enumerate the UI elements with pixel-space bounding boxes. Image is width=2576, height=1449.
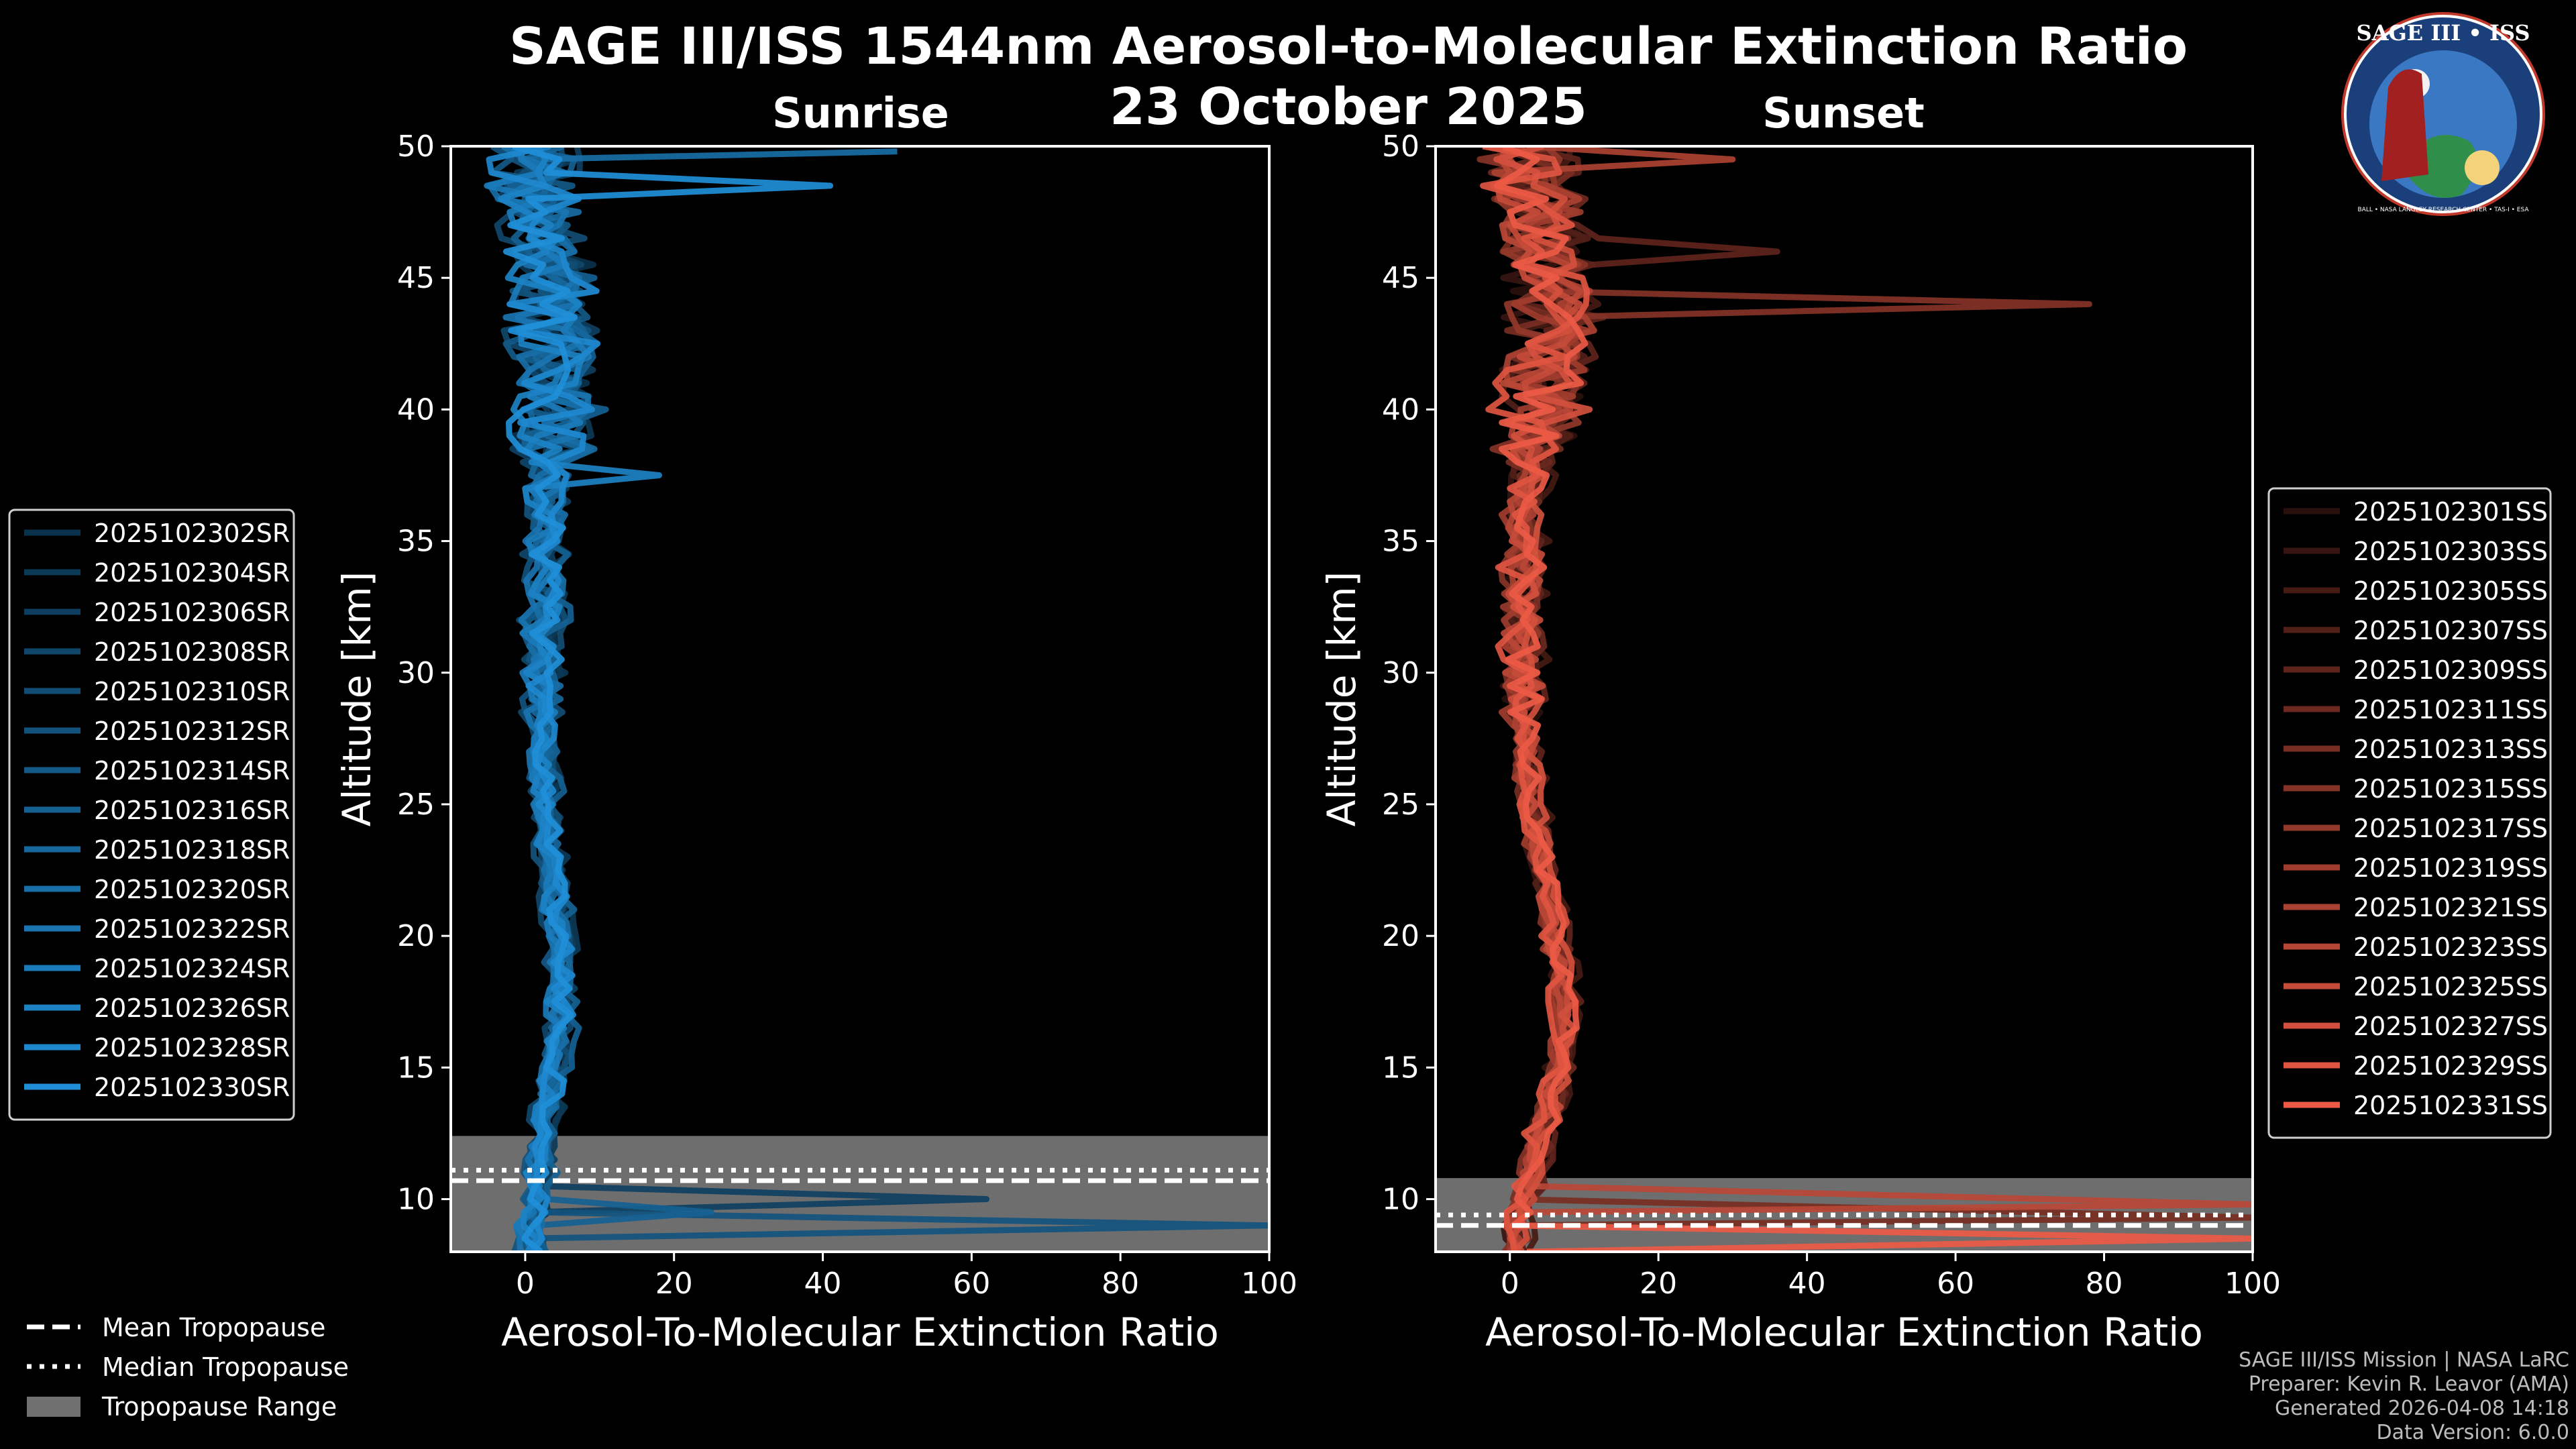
- sunrise-x-axis-label: Aerosol-To-Molecular Extinction Ratio: [501, 1309, 1219, 1355]
- legend-label-2025102306SR: 2025102306SR: [94, 598, 290, 627]
- legend-label-2025102327SS: 2025102327SS: [2353, 1012, 2548, 1041]
- sunset-ytick-label: 20: [1382, 919, 1419, 953]
- legend-label-2025102309SS: 2025102309SS: [2353, 655, 2548, 685]
- sunset-ytick-label: 35: [1382, 525, 1419, 559]
- legend-label-2025102310SR: 2025102310SR: [94, 677, 290, 706]
- sunrise-ytick-label: 15: [397, 1051, 435, 1085]
- legend-label-2025102329SS: 2025102329SS: [2353, 1051, 2548, 1081]
- legend-label-2025102314SR: 2025102314SR: [94, 756, 290, 786]
- legend-label-2025102331SS: 2025102331SS: [2353, 1091, 2548, 1120]
- sunset-legend-box: [2267, 487, 2552, 1139]
- sunset-plot-frame: [1434, 145, 2254, 1253]
- sunrise-plot-frame: [449, 145, 1271, 1253]
- legend-label-2025102316SR: 2025102316SR: [94, 796, 290, 825]
- sunset-panel: 0 20 40 60 80 100 10 15 20 25 30 35 40 45 50 Aerosol-To…: [1319, 129, 2281, 1355]
- sunset-ytick-label: 10: [1382, 1183, 1419, 1217]
- sunrise-xtick-label: 0: [516, 1267, 535, 1301]
- sage-mission-badge: SAGE III • ISS BALL • NASA LANGLEY RESEA…: [2341, 12, 2545, 216]
- sunrise-ytick-label: 20: [397, 919, 435, 953]
- sunset-legend: 2025102301SS 2025102303SS 2025102305SS 2025…: [2267, 487, 2552, 1139]
- sunrise-ytick-label: 35: [397, 525, 435, 559]
- legend-label-2025102324SR: 2025102324SR: [94, 954, 290, 983]
- legend-label-2025102303SS: 2025102303SS: [2353, 537, 2548, 566]
- profile-2025102312SR: [490, 146, 1269, 1252]
- sunset-ytick-label: 50: [1382, 129, 1419, 164]
- sunrise-y-axis-label: Altitude [km]: [334, 572, 380, 826]
- credit-line-3: Generated 2026-04-08 14:18: [2275, 1397, 2569, 1420]
- main-title: SAGE III/ISS 1544nm Aerosol-to-Molecular…: [509, 16, 2188, 76]
- legend-label-2025102308SR: 2025102308SR: [94, 637, 290, 667]
- legend-label-2025102307SS: 2025102307SS: [2353, 616, 2548, 645]
- badge-title: SAGE III • ISS: [2357, 20, 2530, 46]
- legend-label-2025102323SS: 2025102323SS: [2353, 932, 2548, 962]
- legend-label-2025102326SR: 2025102326SR: [94, 994, 290, 1023]
- legend-label-2025102320SR: 2025102320SR: [94, 875, 290, 904]
- legend-label-2025102325SS: 2025102325SS: [2353, 972, 2548, 1002]
- legend-label-2025102330SR: 2025102330SR: [94, 1073, 290, 1102]
- tropopause-range-swatch: [27, 1397, 80, 1417]
- tropopause-range-label: Tropopause Range: [101, 1392, 337, 1421]
- sunset-xtick-label: 0: [1501, 1267, 1519, 1301]
- sunset-y-axis-label: Altitude [km]: [1319, 572, 1364, 826]
- credit-line-2: Preparer: Kevin R. Leavor (AMA): [2249, 1373, 2569, 1396]
- sunset-xtick-label: 80: [2086, 1267, 2123, 1301]
- badge-ring-text: BALL • NASA LANGLEY RESEARCH CENTER • TA…: [2357, 207, 2529, 213]
- main-subtitle-date: 23 October 2025: [1110, 76, 1587, 136]
- legend-label-2025102321SS: 2025102321SS: [2353, 893, 2548, 922]
- legend-label-2025102302SR: 2025102302SR: [94, 519, 290, 548]
- sunrise-ytick-label: 10: [397, 1183, 435, 1217]
- sunset-ytick-label: 40: [1382, 392, 1419, 427]
- sunset-ytick-label: 45: [1382, 261, 1419, 295]
- sunrise-xtick-label: 100: [1241, 1267, 1297, 1301]
- legend-label-2025102312SR: 2025102312SR: [94, 716, 290, 746]
- credits: SAGE III/ISS Mission | NASA LaRC Prepare…: [2239, 1348, 2569, 1444]
- sunrise-panel-title: Sunrise: [772, 89, 949, 138]
- legend-label-2025102313SS: 2025102313SS: [2353, 735, 2548, 764]
- sunrise-xtick-label: 40: [804, 1267, 842, 1301]
- sunrise-ytick-label: 50: [397, 129, 435, 164]
- legend-label-2025102301SS: 2025102301SS: [2353, 497, 2548, 527]
- median-tropopause-label: Median Tropopause: [102, 1352, 349, 1382]
- credit-line-4: Data Version: 6.0.0: [2377, 1421, 2569, 1444]
- legend-label-2025102311SS: 2025102311SS: [2353, 695, 2548, 724]
- tropopause-legend: Mean Tropopause Median Tropopause Tropop…: [27, 1313, 349, 1421]
- sunrise-xtick-label: 80: [1102, 1267, 1139, 1301]
- profile-2025102330SR: [503, 146, 834, 1252]
- credit-line-1: SAGE III/ISS Mission | NASA LaRC: [2239, 1348, 2569, 1372]
- legend-label-2025102328SR: 2025102328SR: [94, 1033, 290, 1063]
- sunrise-ytick-label: 40: [397, 392, 435, 427]
- sunset-x-axis-label: Aerosol-To-Molecular Extinction Ratio: [1485, 1309, 2203, 1355]
- legend-label-2025102322SR: 2025102322SR: [94, 914, 290, 944]
- sunset-xtick-label: 60: [1937, 1267, 1974, 1301]
- sunset-xtick-label: 100: [2224, 1267, 2281, 1301]
- sunrise-ytick-label: 45: [397, 261, 435, 295]
- legend-label-2025102305SS: 2025102305SS: [2353, 576, 2548, 606]
- profile-2025102331SS: [1494, 146, 2253, 1252]
- sunset-ytick-label: 15: [1382, 1051, 1419, 1085]
- profile-2025102329SS: [1480, 146, 1591, 1252]
- sunset-ytick-label: 30: [1382, 656, 1419, 690]
- legend-label-2025102317SS: 2025102317SS: [2353, 814, 2548, 843]
- sunset-ytick-label: 25: [1382, 788, 1419, 822]
- sunrise-ytick-label: 25: [397, 788, 435, 822]
- sunrise-xtick-label: 60: [953, 1267, 990, 1301]
- sunset-xtick-label: 40: [1788, 1267, 1826, 1301]
- legend-label-2025102318SR: 2025102318SR: [94, 835, 290, 865]
- sunset-xtick-label: 20: [1640, 1267, 1677, 1301]
- legend-label-2025102315SS: 2025102315SS: [2353, 774, 2548, 804]
- sunset-panel-title: Sunset: [1762, 89, 1925, 138]
- sunrise-xtick-label: 20: [655, 1267, 693, 1301]
- sunrise-legend: 2025102302SR 2025102304SR 2025102306SR 2025…: [8, 508, 295, 1121]
- sunrise-panel: 0 20 40 60 80 100 10 15 20 25 30 35 40 45 50 Aerosol-To…: [334, 129, 1297, 1355]
- profile-2025102324SR: [484, 146, 592, 1252]
- sunrise-ytick-label: 30: [397, 656, 435, 690]
- legend-label-2025102304SR: 2025102304SR: [94, 558, 290, 588]
- legend-label-2025102319SS: 2025102319SS: [2353, 853, 2548, 883]
- mean-tropopause-label: Mean Tropopause: [102, 1313, 325, 1342]
